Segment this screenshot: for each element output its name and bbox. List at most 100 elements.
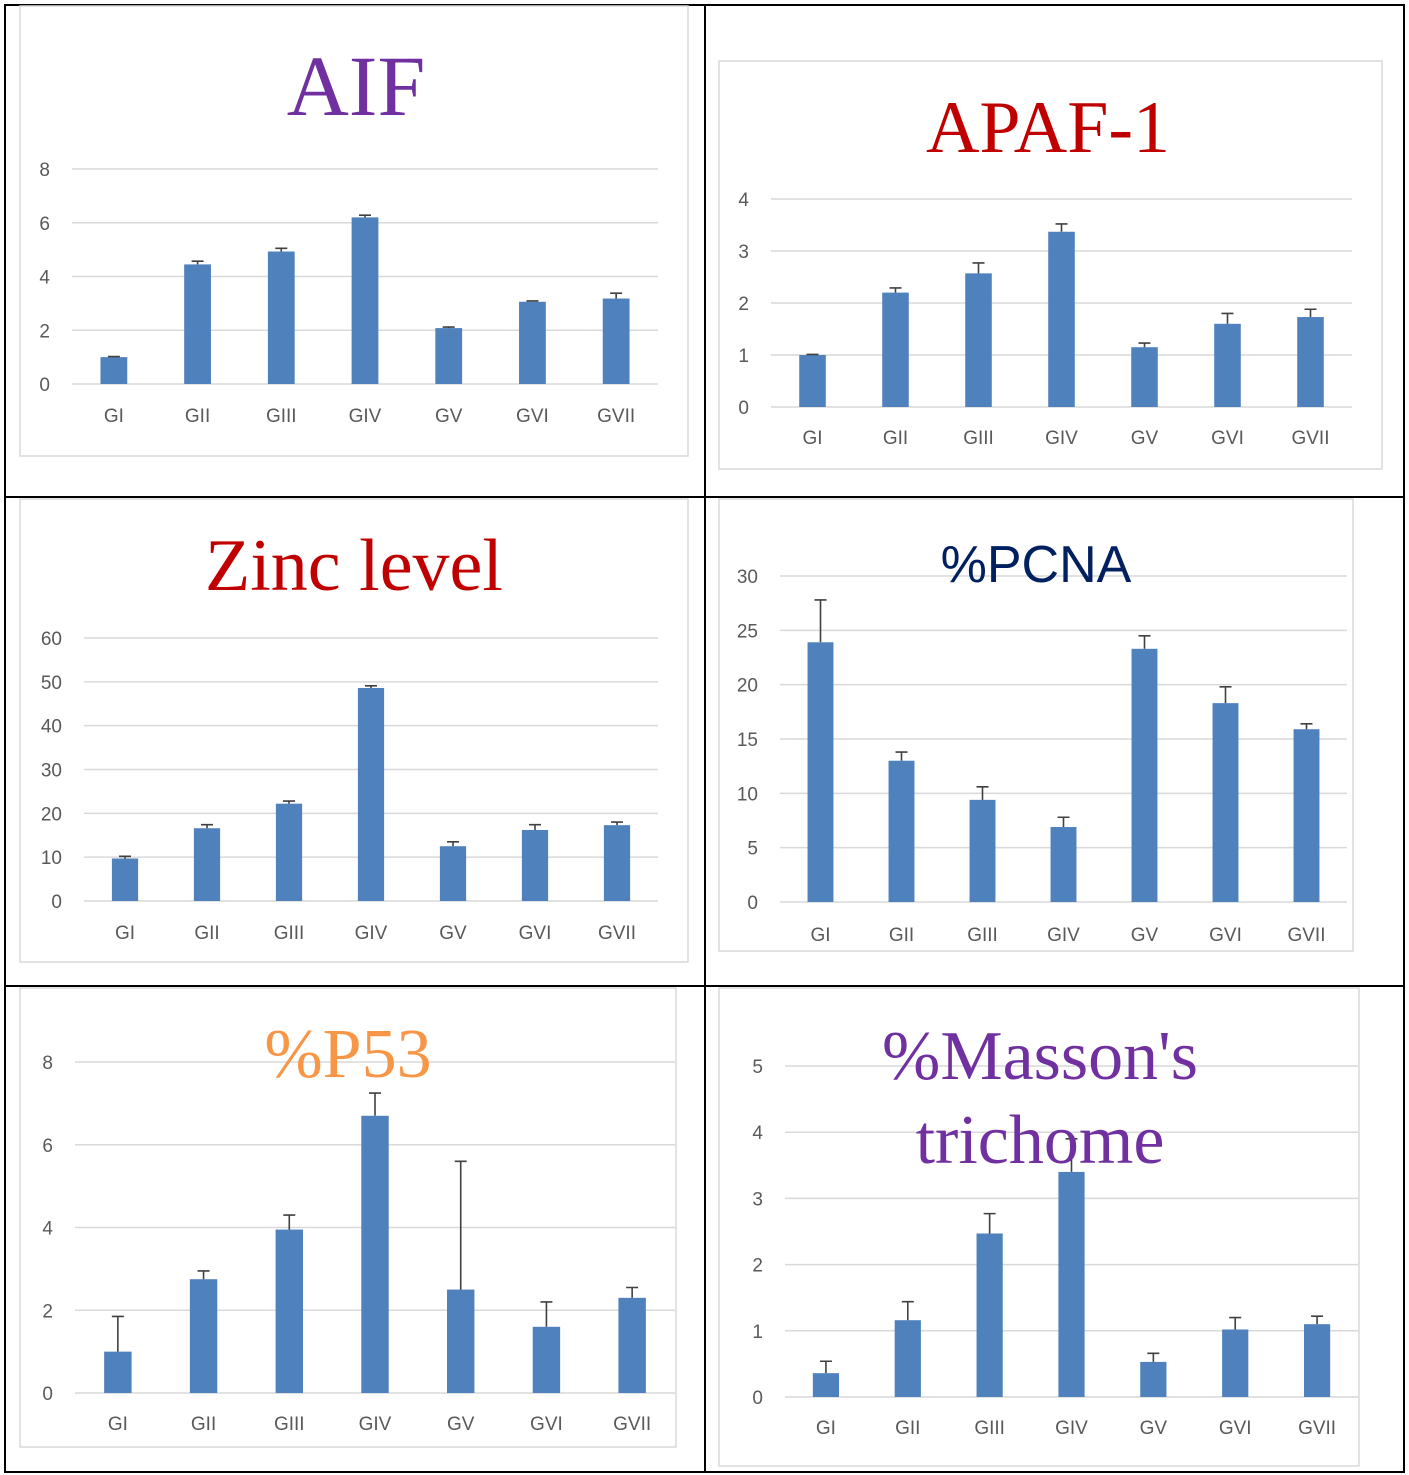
error-bar	[111, 1315, 124, 1352]
x-tick-label: GVII	[1287, 925, 1325, 946]
y-tick-label: 30	[737, 567, 758, 588]
x-tick-label: GIII	[274, 923, 305, 944]
error-bar	[1138, 634, 1151, 649]
y-tick-label: 8	[39, 160, 50, 181]
x-tick-label: GIII	[274, 1414, 305, 1435]
error-bar	[365, 684, 377, 688]
x-tick-label: GI	[108, 1414, 128, 1435]
chart-title: %Masson's	[882, 1018, 1198, 1095]
y-tick-label: 15	[737, 730, 758, 751]
y-tick-label: 0	[738, 398, 749, 419]
y-tick-label: 30	[41, 761, 62, 782]
x-tick-label: GIV	[1055, 1418, 1088, 1439]
x-tick-label: GVI	[1209, 925, 1242, 946]
bar	[969, 799, 996, 902]
error-bar	[1055, 223, 1068, 232]
x-tick-label: GIII	[974, 1418, 1005, 1439]
x-tick-label: GVI	[1219, 1418, 1252, 1439]
error-bar	[889, 287, 902, 293]
chart-title: AIF	[287, 38, 426, 134]
x-tick-label: GVI	[519, 923, 552, 944]
y-tick-label: 0	[39, 375, 50, 396]
x-tick-label: GVI	[1211, 428, 1244, 449]
table-border-row2	[4, 985, 1405, 987]
bar	[1297, 317, 1324, 407]
bar	[351, 217, 379, 384]
y-tick-label: 4	[738, 190, 749, 211]
y-tick-label: 0	[42, 1384, 53, 1405]
x-tick-label: GV	[435, 406, 463, 427]
y-tick-label: 0	[51, 892, 62, 913]
bar	[1222, 1329, 1249, 1397]
error-bar	[359, 214, 371, 218]
y-tick-label: 2	[42, 1301, 53, 1322]
x-tick-label: GI	[816, 1418, 836, 1439]
bar	[1131, 648, 1158, 902]
bar	[267, 251, 295, 384]
bar	[100, 357, 128, 384]
bar	[1131, 347, 1158, 407]
error-bar	[976, 786, 989, 800]
y-tick-label: 2	[738, 294, 749, 315]
bar	[104, 1351, 132, 1393]
bar	[1058, 1171, 1085, 1397]
error-bar	[1057, 816, 1070, 828]
x-tick-label: GIV	[349, 406, 382, 427]
error-bar	[454, 1160, 467, 1290]
x-tick-label: GI	[104, 406, 124, 427]
bar	[1214, 323, 1241, 407]
bar	[184, 264, 211, 384]
y-tick-label: 6	[42, 1136, 53, 1157]
y-tick-label: 60	[41, 629, 62, 650]
error-bar	[983, 1212, 996, 1234]
bar	[193, 828, 221, 901]
error-bar	[442, 326, 455, 329]
y-tick-label: 1	[752, 1322, 763, 1343]
x-tick-label: GV	[1131, 428, 1159, 449]
chart-title: Zinc level	[205, 525, 503, 607]
bar	[361, 1115, 389, 1393]
error-bar	[806, 353, 819, 356]
x-tick-label: GII	[185, 406, 210, 427]
x-tick-label: GII	[194, 923, 219, 944]
error-bar	[1147, 1352, 1160, 1362]
chart-title: trichome	[916, 1102, 1165, 1179]
x-tick-label: GIV	[1047, 925, 1080, 946]
error-bar	[610, 292, 623, 299]
bar	[1212, 703, 1239, 902]
y-tick-label: 25	[737, 621, 758, 642]
bar	[357, 687, 385, 901]
bar	[965, 273, 992, 407]
y-tick-label: 0	[752, 1388, 763, 1409]
x-tick-label: GVII	[597, 406, 635, 427]
table-border-row1	[4, 496, 1405, 498]
x-tick-label: GVII	[1291, 428, 1329, 449]
table-border-right	[1403, 4, 1405, 1473]
bar	[618, 1297, 646, 1393]
y-tick-label: 8	[42, 1053, 53, 1074]
table-border-middle	[704, 4, 706, 1473]
error-bar	[626, 1286, 639, 1298]
x-tick-label: GI	[115, 923, 135, 944]
y-tick-label: 4	[42, 1219, 53, 1240]
y-tick-label: 20	[737, 676, 758, 697]
error-bar	[119, 855, 131, 859]
error-bar	[1219, 686, 1232, 704]
x-tick-label: GIII	[963, 428, 994, 449]
bar	[976, 1233, 1003, 1397]
error-bar	[895, 751, 908, 761]
y-tick-label: 1	[738, 346, 749, 367]
x-tick-label: GV	[439, 923, 467, 944]
error-bar	[1138, 342, 1151, 348]
error-bar	[369, 1092, 381, 1116]
bar	[1303, 1324, 1331, 1397]
bar	[894, 1320, 921, 1397]
error-bar	[529, 823, 541, 830]
bar	[519, 301, 546, 384]
bar	[1140, 1361, 1167, 1397]
chart-title: %P53	[264, 1016, 431, 1093]
x-tick-label: GII	[883, 428, 908, 449]
